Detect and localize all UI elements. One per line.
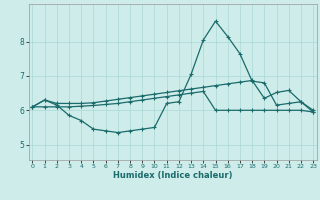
X-axis label: Humidex (Indice chaleur): Humidex (Indice chaleur) (113, 171, 233, 180)
